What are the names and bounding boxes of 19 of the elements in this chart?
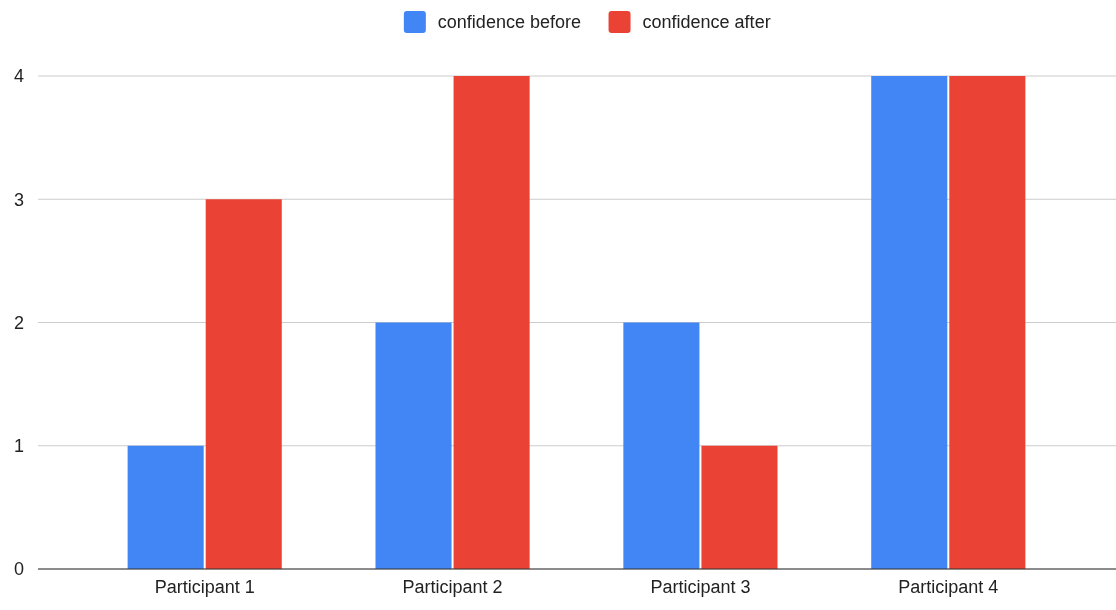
bar (205, 199, 282, 569)
bar (127, 445, 204, 569)
y-tick-label: 3 (13, 189, 24, 210)
bar (623, 322, 700, 569)
x-tick-label: Participant 2 (402, 577, 503, 597)
y-tick-label: 0 (13, 559, 24, 580)
x-tick-label: Participant 3 (650, 577, 751, 597)
x-tick-label: Participant 4 (898, 577, 999, 597)
legend-label: confidence before (437, 12, 581, 33)
bar (949, 76, 1026, 569)
y-tick-label: 2 (13, 312, 24, 333)
y-tick-label: 1 (13, 436, 24, 457)
bar (453, 76, 530, 569)
bar (871, 76, 948, 569)
legend-label: confidence after (642, 12, 771, 33)
bar (375, 322, 452, 569)
bar (701, 445, 778, 569)
x-tick-label: Participant 1 (154, 577, 255, 597)
y-tick-label: 4 (13, 66, 24, 87)
